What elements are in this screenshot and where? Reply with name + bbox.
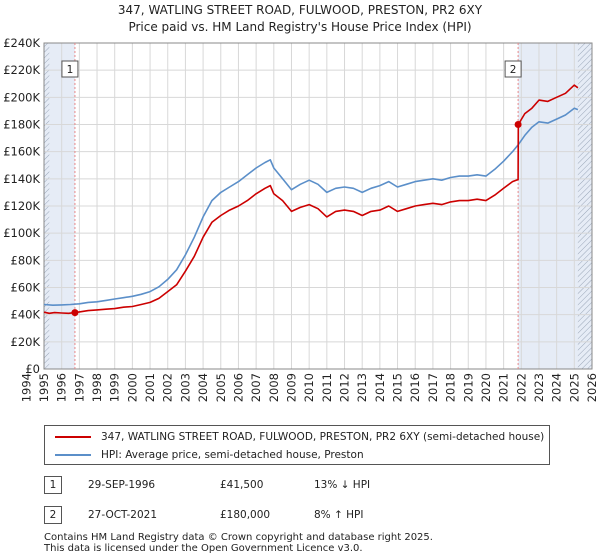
y-tick-label: £20K	[11, 335, 41, 349]
x-tick-label: 2010	[302, 373, 316, 402]
transaction-date: 27-OCT-2021	[88, 509, 157, 521]
x-tick-label: 2026	[585, 373, 599, 402]
x-tick-label: 2001	[143, 373, 157, 402]
transaction-hpi-diff: 8% ↑ HPI	[314, 509, 364, 521]
x-tick-label: 2020	[479, 373, 493, 402]
x-tick-label: 2024	[550, 373, 564, 402]
x-tick-label: 2011	[320, 373, 334, 402]
y-tick-label: £80K	[11, 253, 41, 267]
plot-area: £0 £20K £40K £60K £80K £100K £120K £140K £160K £1…	[3, 36, 599, 402]
y-tick-label: £180K	[3, 118, 40, 132]
y-tick-label: £240K	[3, 36, 40, 50]
y-tick-label: £40K	[11, 308, 41, 322]
x-tick-label: 2012	[338, 373, 352, 402]
sale-point	[514, 121, 522, 128]
x-tick-label: 1998	[90, 373, 104, 402]
legend: 347, WATLING STREET ROAD, FULWOOD, PREST…	[44, 425, 550, 465]
y-tick-label: £60K	[11, 281, 41, 295]
transaction-number-badge: 1	[44, 476, 62, 494]
transaction-hpi-diff: 13% ↓ HPI	[314, 479, 371, 491]
footer-copyright: Contains HM Land Registry data © Crown c…	[44, 532, 433, 543]
price-line	[43, 84, 579, 315]
x-tick-label: 2025	[567, 373, 581, 402]
chart-title: 347, WATLING STREET ROAD, FULWOOD, PREST…	[118, 3, 483, 17]
x-tick-label: 2013	[355, 373, 369, 402]
footer: Contains HM Land Registry data © Crown c…	[44, 532, 433, 554]
legend-hpi-label: HPI: Average price, semi-detached house,…	[101, 449, 364, 461]
x-tick-label: 2003	[178, 373, 192, 402]
x-tick-label: 1999	[108, 373, 122, 402]
x-tick-label: 2023	[532, 373, 546, 402]
y-tick-label: £120K	[3, 199, 40, 213]
price-chart: 347, WATLING STREET ROAD, FULWOOD, PREST…	[3, 3, 599, 402]
transaction-date: 29-SEP-1996	[88, 479, 156, 491]
transaction-price: £41,500	[220, 479, 264, 491]
y-tick-label: £140K	[3, 172, 40, 186]
y-tick-label: £200K	[3, 90, 40, 104]
hpi-line	[43, 107, 579, 306]
x-tick-label: 1994	[19, 373, 33, 402]
transaction-number-badge: 2	[44, 506, 62, 524]
legend-item-hpi: HPI: Average price, semi-detached house,…	[55, 446, 364, 464]
y-tick-label: £100K	[3, 226, 40, 240]
sale-point	[71, 309, 79, 317]
x-tick-label: 1995	[37, 373, 51, 402]
x-tick-label: 2018	[444, 373, 458, 402]
annotation-box	[504, 60, 522, 78]
footer-licence: This data is licensed under the Open Gov…	[44, 543, 363, 554]
legend-hpi-swatch	[55, 454, 91, 456]
x-tick-label: 2014	[373, 373, 387, 402]
x-tick-label: 2021	[497, 373, 511, 402]
x-tick-label: 2000	[125, 373, 139, 402]
plot-border	[43, 42, 593, 370]
x-tick-label: 2019	[461, 373, 475, 402]
y-tick-label: £0	[25, 362, 40, 376]
y-tick-label: £160K	[3, 145, 40, 159]
legend-price-label: 347, WATLING STREET ROAD, FULWOOD, PREST…	[101, 431, 545, 443]
x-tick-label: 2016	[408, 373, 422, 402]
x-tick-label: 2009	[284, 373, 298, 402]
legend-item-price: 347, WATLING STREET ROAD, FULWOOD, PREST…	[55, 428, 544, 446]
y-tick-label: £220K	[3, 63, 40, 77]
x-tick-label: 2005	[214, 373, 228, 402]
transaction-price: £180,000	[220, 509, 271, 521]
legend-price-swatch	[55, 436, 91, 438]
transaction-row: 1 29-SEP-1996 £41,500 13% ↓ HPI	[44, 476, 564, 496]
annotation-label: 1	[67, 64, 74, 76]
x-tick-label: 2002	[161, 373, 175, 402]
transaction-row: 2 27-OCT-2021 £180,000 8% ↑ HPI	[44, 506, 564, 526]
annotation-box	[61, 60, 79, 78]
x-tick-label: 2017	[426, 373, 440, 402]
chart-subtitle: Price paid vs. HM Land Registry's House …	[128, 20, 471, 34]
x-tick-label: 1996	[55, 373, 69, 402]
x-tick-label: 2008	[267, 373, 281, 402]
x-tick-label: 2015	[391, 373, 405, 402]
x-tick-label: 2007	[249, 373, 263, 402]
x-tick-label: 1997	[72, 373, 86, 402]
x-tick-label: 2006	[231, 373, 245, 402]
x-tick-label: 2004	[196, 373, 210, 402]
x-tick-label: 2022	[514, 373, 528, 402]
annotation-label: 2	[510, 64, 517, 76]
